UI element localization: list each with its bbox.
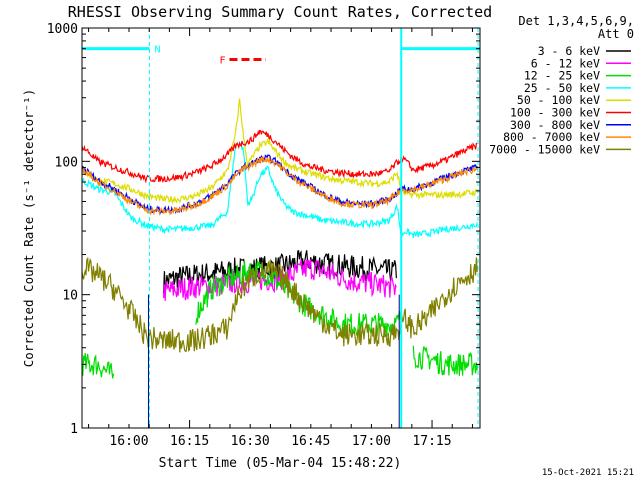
y-axis-label-group: Corrected Count Rate (s⁻¹ detector⁻¹)	[21, 89, 36, 367]
legend-label: 6 - 12 keV	[531, 56, 600, 70]
y-tick-label: 100	[55, 155, 78, 170]
flare-label: F	[219, 56, 225, 67]
x-tick-label: 16:00	[109, 434, 148, 449]
y-tick-label: 1000	[47, 22, 78, 37]
legend-label: 800 - 7000 keV	[503, 130, 600, 144]
night-label: N	[154, 45, 160, 56]
x-tick-label: 17:00	[352, 434, 391, 449]
x-tick-label: 16:15	[170, 434, 209, 449]
legend-label: 300 - 800 keV	[510, 118, 600, 132]
series-line-5	[81, 98, 478, 205]
series-line-6	[81, 129, 478, 184]
legend-label: 3 - 6 keV	[538, 44, 600, 58]
series-line-4	[81, 141, 478, 238]
series-line-8	[81, 155, 478, 217]
y-tick-label: 10	[62, 289, 78, 304]
y-axis-label: Corrected Count Rate (s⁻¹ detector⁻¹)	[21, 89, 36, 367]
plot-frame	[81, 27, 481, 429]
legend-label: 50 - 100 keV	[517, 93, 600, 107]
legend-label: 12 - 25 keV	[524, 69, 600, 83]
plot-area: N F 1 10 100 1000 16:00 16:15 16:30 16:45 17:00 17:…	[47, 22, 481, 449]
chart-title: RHESSI Observing Summary Count Rates, Co…	[68, 3, 492, 21]
x-axis-label: Start Time (05-Mar-04 15:48:22)	[159, 456, 402, 471]
legend-label: 7000 - 15000 keV	[489, 142, 600, 156]
legend-title-line-2: Att 0	[598, 27, 634, 41]
y-tick-label: 1	[70, 422, 78, 437]
x-tick-label: 16:30	[231, 434, 270, 449]
x-tick-label: 17:15	[412, 434, 451, 449]
legend-label: 25 - 50 keV	[524, 81, 600, 95]
series-line-9	[81, 256, 478, 353]
legend-title-line-1: Det 1,3,4,5,6,9,	[518, 14, 634, 28]
legend-label: 100 - 300 keV	[510, 106, 600, 120]
footer-date: 15-Oct-2021 15:21	[542, 468, 634, 478]
x-tick-label: 16:45	[291, 434, 330, 449]
series-line-1	[163, 249, 397, 294]
